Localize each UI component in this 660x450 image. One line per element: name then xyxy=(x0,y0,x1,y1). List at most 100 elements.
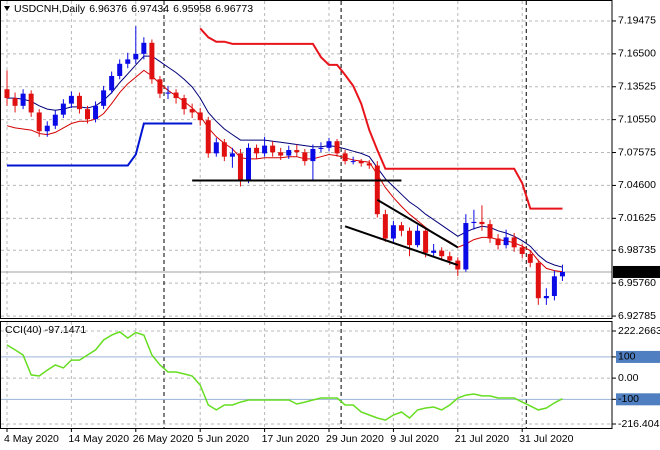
y-tick-label: 7.07575 xyxy=(618,146,656,158)
x-tick-label: 31 Jul 2020 xyxy=(519,433,573,445)
candle-body xyxy=(382,214,388,239)
candle-body xyxy=(141,42,147,54)
indicator-line xyxy=(199,27,563,210)
candle-body xyxy=(262,145,268,154)
cci-line xyxy=(6,331,563,421)
x-tick-label: 9 Jul 2020 xyxy=(390,433,439,445)
candle-body xyxy=(318,147,324,149)
candle-body xyxy=(447,256,453,261)
candle-body xyxy=(28,93,34,113)
symbol-label: USDCNH,Daily xyxy=(14,3,86,15)
main-header: USDCNH,Daily 6.96376 6.97434 6.95958 6.96773 xyxy=(14,3,253,15)
y-tick-label: 6.92785 xyxy=(618,310,656,322)
candle-body xyxy=(334,141,340,154)
candle-body xyxy=(197,112,203,121)
candle-body xyxy=(93,105,99,120)
y-tick-label: 7.16500 xyxy=(618,48,656,60)
candle-body xyxy=(173,92,179,99)
candle-body xyxy=(254,147,260,154)
x-tick-label: 14 May 2020 xyxy=(68,433,129,445)
y-tick-label: -216.404 xyxy=(618,418,660,430)
y-tick-label: 7.01625 xyxy=(618,212,656,224)
level-box xyxy=(616,393,660,406)
x-tick-label: 21 Jul 2020 xyxy=(455,433,509,445)
candle-body xyxy=(398,225,404,231)
y-tick-label: 7.10550 xyxy=(618,113,656,125)
indicator-line xyxy=(7,122,193,167)
x-tick-label: 29 Jun 2020 xyxy=(326,433,384,445)
candle-body xyxy=(390,225,396,239)
candle-body xyxy=(551,276,557,296)
price-tag xyxy=(613,265,660,278)
candle-body xyxy=(407,230,412,246)
y-tick-label: 6.95760 xyxy=(618,277,656,289)
candle-body xyxy=(246,147,251,182)
candle-body xyxy=(52,114,58,126)
plot-layer xyxy=(1,1,612,428)
candle-body xyxy=(471,221,477,224)
cci-title: CCI(40) xyxy=(5,324,42,336)
candle-body xyxy=(342,153,348,162)
cci-frame xyxy=(0,321,613,429)
candle-body xyxy=(237,153,243,182)
candle-body xyxy=(423,230,429,253)
candle-body xyxy=(44,125,50,132)
x-tick-label: 17 Jun 2020 xyxy=(262,433,320,445)
y-tick-label: 7.04600 xyxy=(618,179,656,191)
candle-body xyxy=(4,89,10,99)
candle-body xyxy=(479,221,485,225)
candle-body xyxy=(278,152,284,156)
candle-body xyxy=(181,98,187,110)
price-tag-label: 6.96773 xyxy=(617,266,655,278)
candle-body xyxy=(205,120,211,154)
candle-body xyxy=(559,271,565,277)
candle-body xyxy=(415,230,421,246)
candle-body xyxy=(221,142,227,157)
candle-body xyxy=(12,98,18,106)
y-tick-label: -100 xyxy=(618,393,639,405)
indicator-line xyxy=(7,55,563,268)
y-tick-label: 100 xyxy=(618,351,636,363)
cci-last: -97.1471 xyxy=(45,324,87,336)
y-tick-label: 0.00 xyxy=(618,372,639,384)
candle-body xyxy=(358,161,364,164)
candle-body xyxy=(213,142,219,154)
candle-body xyxy=(503,237,509,246)
candle-body xyxy=(487,224,493,239)
x-tick-label: 4 May 2020 xyxy=(4,433,59,445)
y-tick-label: 6.98735 xyxy=(618,244,656,256)
candle-body xyxy=(519,247,525,254)
candle-body xyxy=(76,95,82,110)
candle-body xyxy=(439,250,445,257)
x-tick-label: 5 Jun 2020 xyxy=(197,433,249,445)
candle-body xyxy=(117,63,123,76)
cci-header: CCI(40) -97.1471 xyxy=(5,324,86,336)
candle-body xyxy=(109,75,115,91)
y-tick-label: 222.2663 xyxy=(618,325,660,337)
candle-body xyxy=(60,103,66,115)
candle-body xyxy=(495,238,501,246)
candle-body xyxy=(511,237,517,248)
last-low: 6.95958 xyxy=(173,3,211,15)
candle-body xyxy=(535,262,541,299)
candle-body xyxy=(68,95,74,104)
candle-body xyxy=(165,92,171,94)
candle-body xyxy=(286,150,292,156)
candle-body xyxy=(125,59,131,64)
candle-body xyxy=(157,79,163,94)
last-open: 6.96376 xyxy=(89,3,127,15)
candle-body xyxy=(270,145,276,153)
candle-body xyxy=(374,165,380,215)
level-box xyxy=(616,350,660,363)
main-frame xyxy=(0,0,613,319)
candle-body xyxy=(85,109,90,120)
y-tick-label: 7.13525 xyxy=(618,81,656,93)
candle-body xyxy=(366,163,372,166)
last-high: 6.97434 xyxy=(131,3,169,15)
candle-body xyxy=(302,152,308,162)
candle-body xyxy=(229,153,235,157)
y-tick-label: 7.19475 xyxy=(618,15,656,27)
candle-body xyxy=(350,161,356,163)
